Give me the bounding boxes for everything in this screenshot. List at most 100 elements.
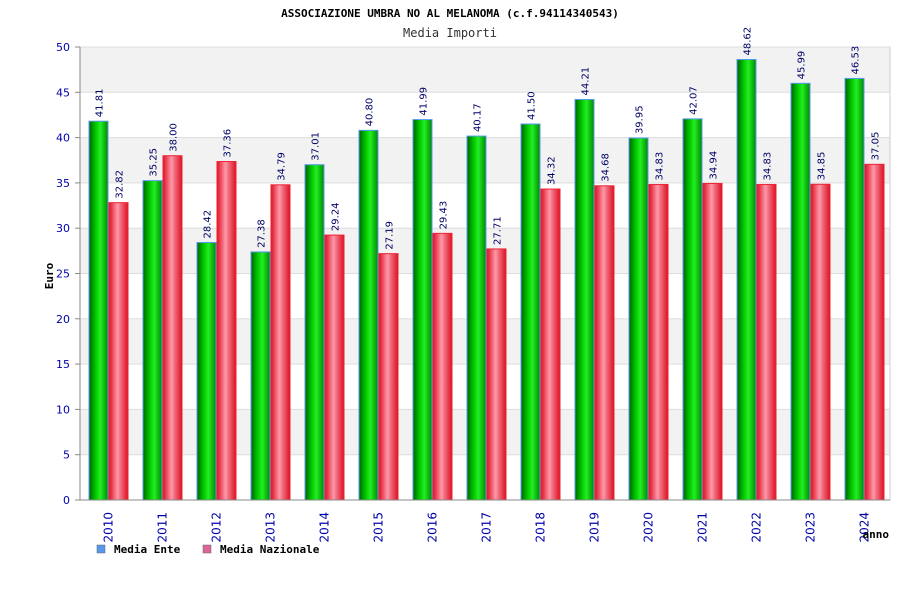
data-label: 41.50 bbox=[527, 91, 538, 120]
x-tick-label: 2011 bbox=[156, 512, 170, 543]
data-label: 39.95 bbox=[635, 105, 646, 134]
bar-media-nazionale bbox=[324, 234, 345, 501]
y-tick-label: 5 bbox=[63, 449, 70, 462]
bar-media-ente bbox=[682, 118, 703, 501]
x-tick-label: 2010 bbox=[102, 512, 116, 543]
bar-media-ente bbox=[250, 251, 271, 501]
y-tick-label: 25 bbox=[56, 268, 70, 281]
bar-media-ente bbox=[358, 129, 379, 501]
x-tick-label: 2023 bbox=[804, 512, 818, 543]
data-label: 41.81 bbox=[95, 89, 106, 118]
bar-media-nazionale bbox=[216, 161, 237, 501]
x-tick-label: 2019 bbox=[588, 512, 602, 543]
data-label: 34.32 bbox=[547, 156, 558, 185]
y-axis-label: Euro bbox=[43, 262, 56, 289]
x-tick-label: 2017 bbox=[480, 512, 494, 543]
legend-swatch bbox=[202, 544, 212, 554]
bar-media-nazionale bbox=[864, 163, 885, 501]
bar-media-nazionale bbox=[162, 155, 183, 501]
bar-media-ente bbox=[88, 120, 109, 501]
data-label: 27.71 bbox=[493, 216, 504, 245]
x-tick-label: 2022 bbox=[750, 512, 764, 543]
bar-media-nazionale bbox=[756, 183, 777, 501]
bar-media-ente bbox=[790, 82, 811, 501]
data-label: 44.21 bbox=[581, 67, 592, 96]
y-tick-label: 40 bbox=[56, 132, 70, 145]
plot-band bbox=[80, 92, 890, 138]
data-label: 38.00 bbox=[169, 123, 180, 152]
data-label: 29.24 bbox=[331, 202, 342, 231]
x-axis: 2010 2011 2012 2013 2014 2015 2016 2017 2018 2019… bbox=[80, 499, 890, 543]
y-tick-label: 45 bbox=[56, 86, 70, 99]
data-label: 40.80 bbox=[365, 98, 376, 127]
chart-subtitle: Media Importi bbox=[403, 26, 497, 40]
data-label: 46.53 bbox=[851, 46, 862, 75]
bar-media-ente bbox=[574, 98, 595, 501]
data-label: 28.42 bbox=[203, 210, 214, 239]
data-label: 34.79 bbox=[277, 152, 288, 181]
data-label: 34.85 bbox=[817, 152, 828, 181]
bar-media-ente bbox=[736, 59, 757, 501]
data-label: 41.99 bbox=[419, 87, 430, 116]
bar-media-nazionale bbox=[702, 182, 723, 501]
data-label: 34.83 bbox=[655, 152, 666, 181]
data-label: 48.62 bbox=[743, 27, 754, 56]
y-tick-label: 10 bbox=[56, 403, 70, 416]
y-tick-label: 50 bbox=[56, 41, 70, 54]
data-label: 27.19 bbox=[385, 221, 396, 250]
x-tick-label: 2016 bbox=[426, 512, 440, 543]
chart-title: ASSOCIAZIONE UMBRA NO AL MELANOMA (c.f.9… bbox=[281, 7, 619, 20]
data-label: 34.68 bbox=[601, 153, 612, 182]
x-axis-label: anno bbox=[863, 528, 890, 541]
bar-media-nazionale bbox=[594, 185, 615, 501]
y-tick-label: 30 bbox=[56, 222, 70, 235]
y-tick-label: 35 bbox=[56, 177, 70, 190]
bar-media-ente bbox=[844, 77, 865, 501]
x-tick-label: 2013 bbox=[264, 512, 278, 543]
legend-label: Media Nazionale bbox=[220, 543, 320, 556]
bars: 41.81 32.82 35.25 38.00 28.42 37.36 27.38 34.79… bbox=[88, 27, 885, 501]
bar-media-nazionale bbox=[810, 183, 831, 501]
y-tick-label: 0 bbox=[63, 494, 70, 507]
bar-media-nazionale bbox=[432, 232, 453, 501]
x-tick-label: 2015 bbox=[372, 512, 386, 543]
bar-media-ente bbox=[142, 180, 163, 501]
bar-media-nazionale bbox=[648, 183, 669, 501]
bar-media-ente bbox=[412, 119, 433, 501]
data-label: 32.82 bbox=[115, 170, 126, 199]
data-label: 34.83 bbox=[763, 152, 774, 181]
plot-band bbox=[80, 47, 890, 93]
data-label: 37.01 bbox=[311, 132, 322, 161]
bar-media-ente bbox=[304, 164, 325, 501]
bar-media-nazionale bbox=[270, 184, 291, 501]
data-label: 42.07 bbox=[689, 86, 700, 115]
bar-media-ente bbox=[628, 137, 649, 501]
data-label: 40.17 bbox=[473, 103, 484, 132]
bar-media-nazionale bbox=[486, 248, 507, 501]
bar-media-nazionale bbox=[540, 188, 561, 501]
bar-media-ente bbox=[520, 123, 541, 501]
x-tick-label: 2014 bbox=[318, 512, 332, 543]
data-label: 29.43 bbox=[439, 201, 450, 230]
bar-media-ente bbox=[196, 242, 217, 501]
data-label: 37.36 bbox=[223, 129, 234, 158]
legend-swatch bbox=[96, 544, 106, 554]
x-tick-label: 2018 bbox=[534, 512, 548, 543]
data-label: 37.05 bbox=[871, 132, 882, 161]
x-tick-label: 2021 bbox=[696, 512, 710, 543]
x-tick-label: 2020 bbox=[642, 512, 656, 543]
y-tick-label: 15 bbox=[56, 358, 70, 371]
data-label: 34.94 bbox=[709, 151, 720, 180]
y-axis: 0 5 10 15 20 25 30 35 40 45 50 bbox=[56, 41, 81, 507]
data-label: 35.25 bbox=[149, 148, 160, 177]
legend-label: Media Ente bbox=[114, 543, 181, 556]
bar-media-ente bbox=[466, 135, 487, 501]
x-tick-label: 2012 bbox=[210, 512, 224, 543]
x-tick-label: 2024 bbox=[858, 512, 872, 543]
bar-media-nazionale bbox=[378, 253, 399, 501]
legend: Media Ente Media Nazionale bbox=[96, 543, 320, 556]
data-label: 27.38 bbox=[257, 219, 268, 248]
y-tick-label: 20 bbox=[56, 313, 70, 326]
bar-media-nazionale bbox=[108, 202, 129, 501]
